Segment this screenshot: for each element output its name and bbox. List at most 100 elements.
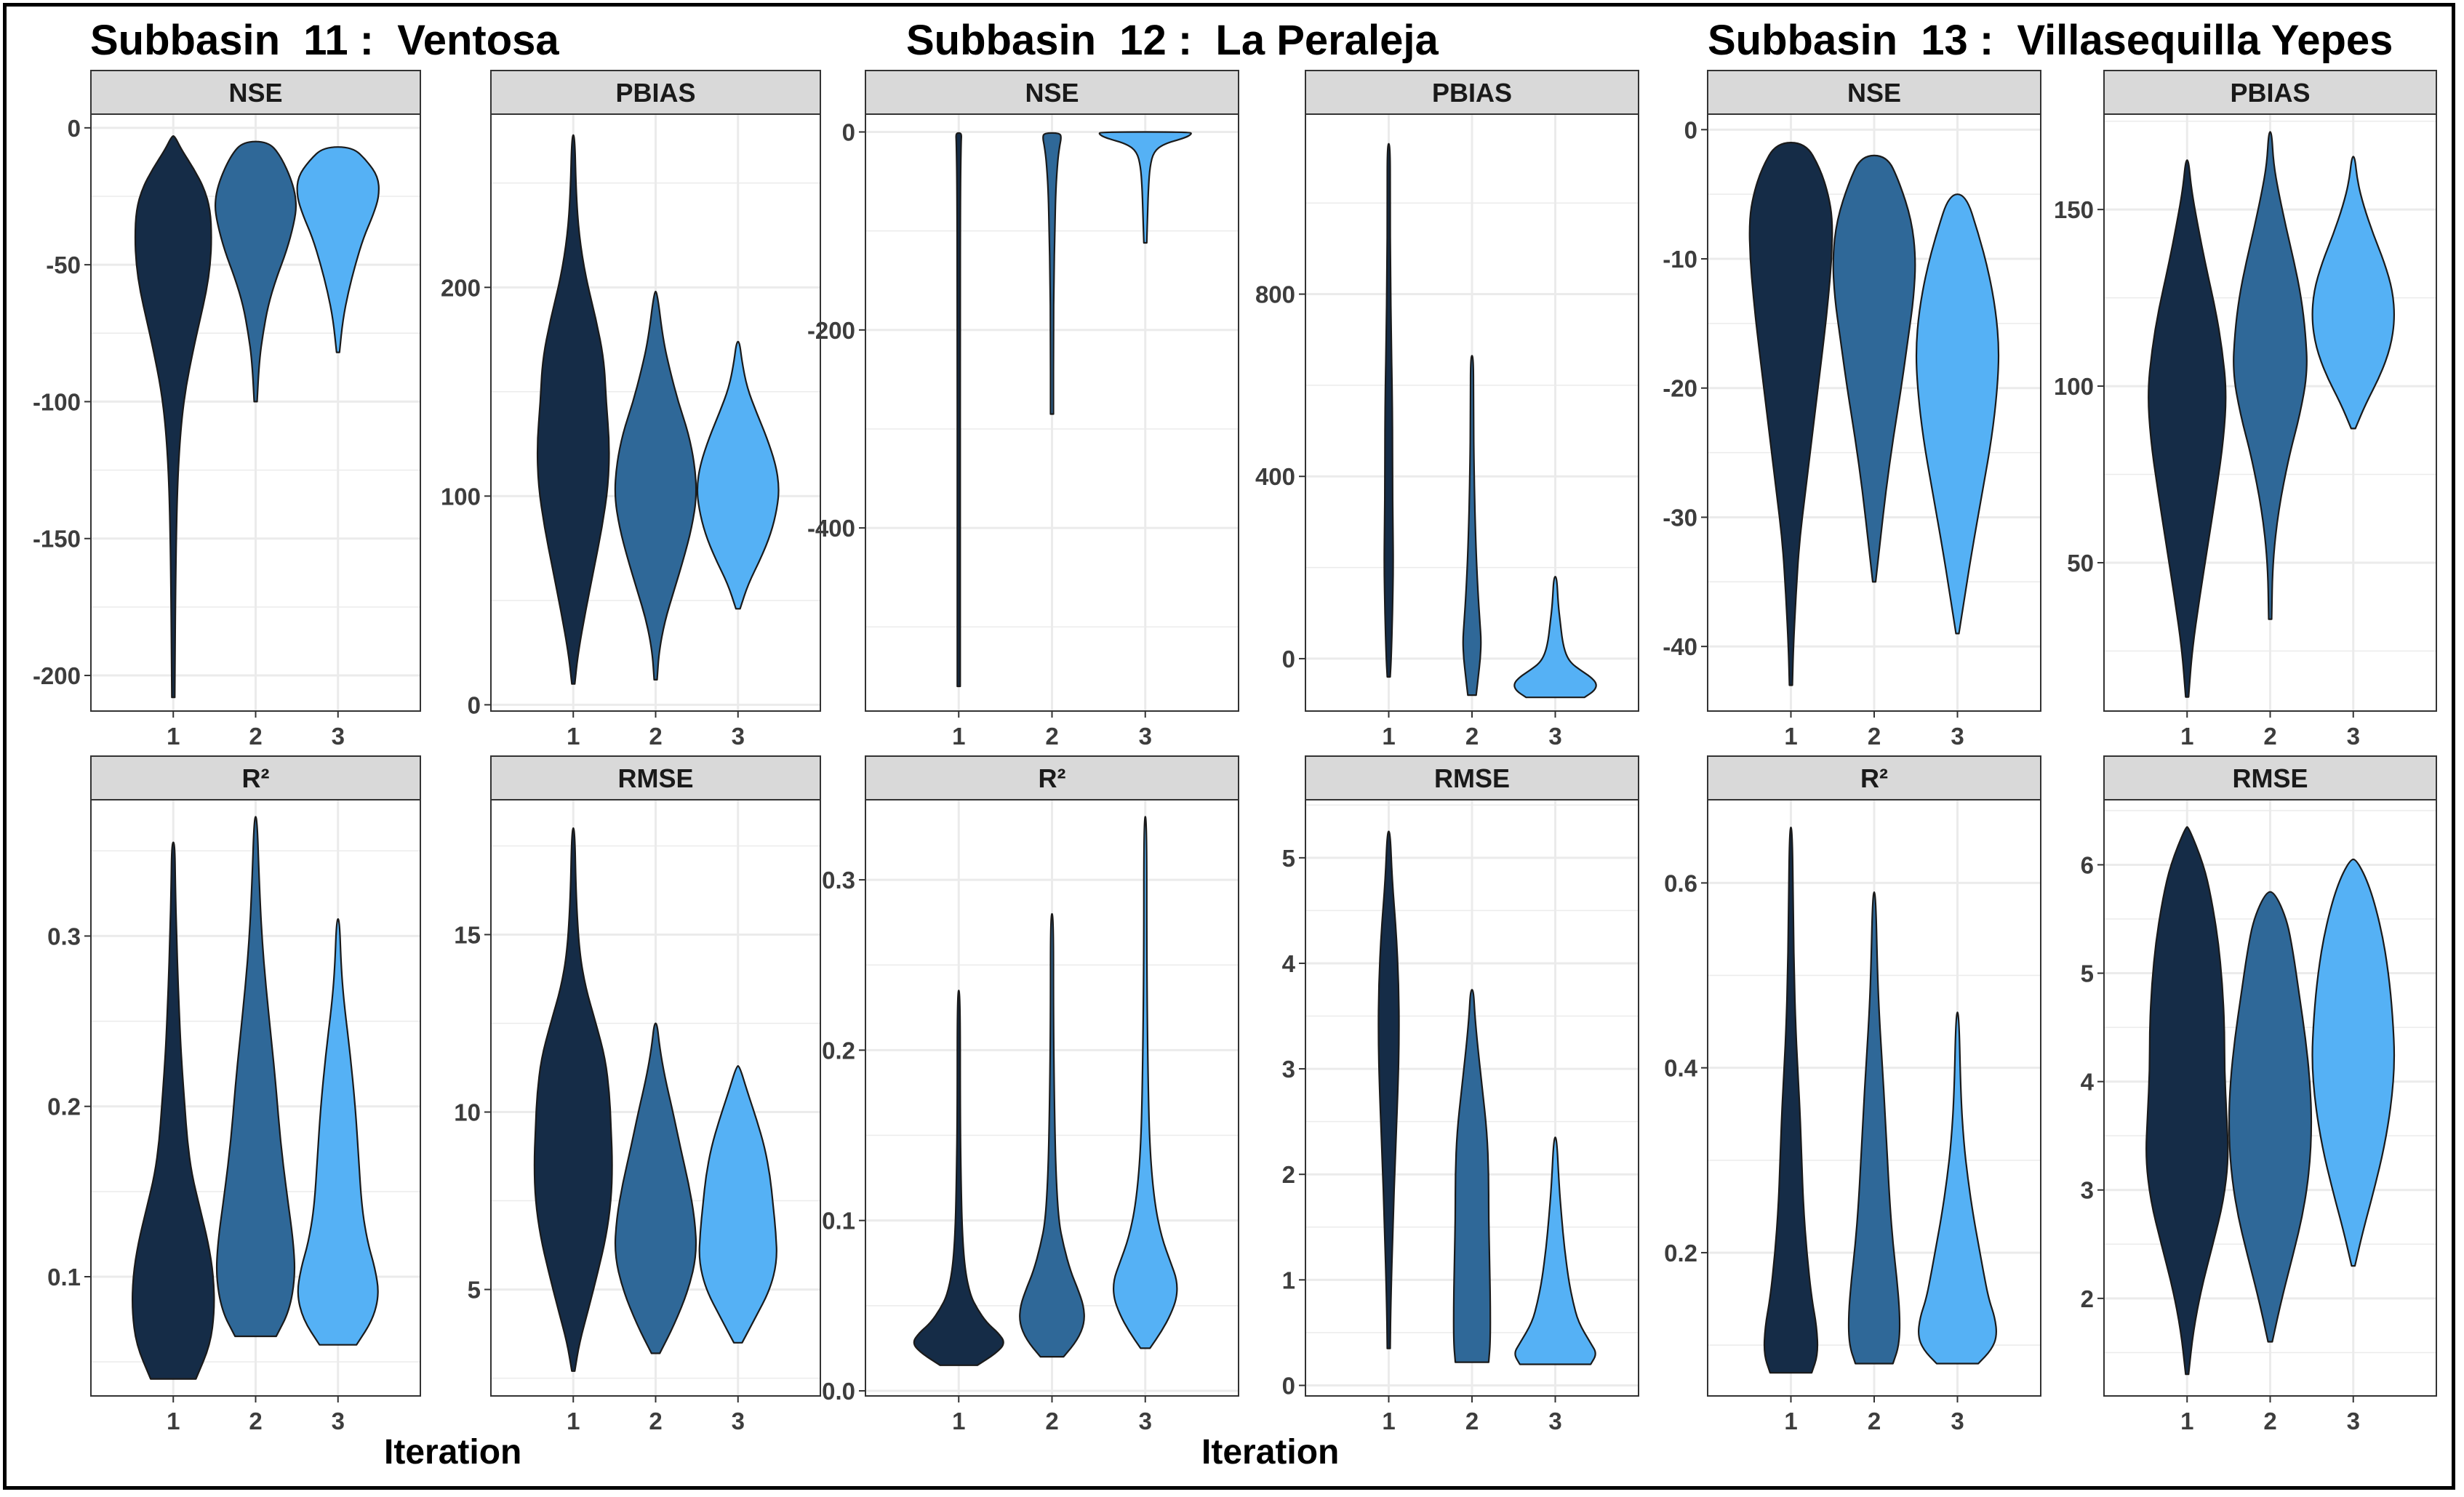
y-tick-label: 4 [1282, 950, 1296, 977]
subbasin-12-title: Subbasin 12 : La Peraleja [906, 17, 1439, 64]
y-tick-label: -50 [46, 252, 81, 278]
x-tick-label: 1 [167, 1408, 180, 1434]
x-tick-label: 3 [732, 723, 745, 750]
x-tick-label: 2 [249, 1408, 262, 1434]
violin-iteration-3 [698, 1065, 777, 1344]
subbasin-11-title: Subbasin 11 : Ventosa [90, 17, 559, 64]
y-tick-label: 0.2 [1664, 1240, 1697, 1267]
y-tick-label: -400 [807, 515, 855, 542]
violin-iteration-3 [297, 918, 379, 1346]
x-tick-label: 1 [1784, 723, 1797, 750]
y-tick-label: -10 [1663, 246, 1697, 273]
subbasin-13-title: Subbasin 13 : Villasequilla Yepes [1708, 17, 2393, 64]
y-tick-label: 3 [2081, 1177, 2094, 1204]
x-axis-label-subbasin-12: Iteration [1201, 1433, 1340, 1472]
x-tick-label: 2 [1465, 723, 1479, 750]
y-tick-label: 2 [1282, 1161, 1295, 1188]
panel-strip [865, 70, 1239, 115]
x-tick-label: 2 [1045, 723, 1058, 750]
violin-iteration-1 [1748, 142, 1833, 686]
y-tick-label: 6 [2081, 851, 2094, 878]
violin-iteration-1 [536, 134, 610, 685]
figure-frame [3, 3, 2455, 1490]
panel-strip-label: R² [242, 763, 270, 793]
panel-strip-label: RMSE [2232, 763, 2308, 793]
x-tick-label: 3 [732, 1408, 745, 1434]
x-tick-label: 1 [952, 1408, 965, 1434]
panel-strip [2103, 70, 2437, 115]
y-tick-label: 100 [441, 483, 481, 510]
y-tick-label: 0 [468, 691, 481, 718]
y-tick-label: -150 [33, 526, 81, 553]
y-tick-label: 0.2 [822, 1037, 855, 1064]
y-tick-label: 0.6 [1664, 870, 1697, 896]
y-tick-label: 0 [1282, 1372, 1295, 1399]
x-tick-label: 3 [2347, 723, 2360, 750]
violin-iteration-2 [1832, 154, 1916, 583]
y-tick-label: -100 [33, 388, 81, 415]
violin-iteration-1 [955, 132, 962, 688]
panel-11: R² 0.2 0.4 0.6 1 2 3 [1664, 755, 2041, 1434]
x-tick-label: 3 [1548, 1408, 1561, 1434]
panel-strip [1305, 755, 1639, 800]
panel-strip [90, 755, 421, 800]
violin-iteration-3 [1915, 193, 2000, 635]
y-tick-label: -40 [1663, 633, 1697, 660]
violin-iteration-3 [1113, 816, 1178, 1349]
violin-iteration-3 [1098, 131, 1192, 244]
x-tick-label: 2 [1868, 1408, 1881, 1434]
y-tick-label: 0.4 [1664, 1055, 1698, 1082]
x-tick-label: 1 [1382, 723, 1395, 750]
y-tick-label: 4 [2081, 1069, 2095, 1096]
x-tick-label: 3 [1139, 723, 1152, 750]
panel-strip [1707, 755, 2041, 800]
violin-iteration-2 [1462, 355, 1482, 697]
panel-strip-label: RMSE [1434, 763, 1510, 793]
x-tick-label: 3 [1548, 723, 1561, 750]
panel-strip [490, 70, 821, 115]
x-tick-label: 1 [567, 723, 580, 750]
x-tick-label: 1 [1784, 1408, 1797, 1434]
y-tick-label: -20 [1663, 375, 1697, 402]
y-tick-label: -200 [33, 662, 81, 689]
panel-strip [490, 755, 821, 800]
violin-iteration-1 [913, 990, 1004, 1366]
violin-iteration-2 [2233, 131, 2308, 620]
x-tick-label: 3 [1951, 723, 1964, 750]
panel-7: R² 0.0 0.1 0.2 0.3 1 2 3 [822, 755, 1239, 1434]
violin-iteration-3 [1513, 576, 1597, 699]
x-tick-label: 2 [649, 1408, 662, 1434]
violin-iteration-1 [132, 841, 215, 1380]
panel-strip-label: R² [1039, 763, 1066, 793]
x-tick-label: 1 [2180, 1408, 2193, 1434]
panel-strip-label: PBIAS [1432, 78, 1512, 108]
y-tick-label: 0 [68, 115, 81, 142]
y-tick-label: 0.0 [822, 1378, 855, 1405]
violin-iteration-2 [1042, 132, 1062, 415]
y-tick-label: 2 [2081, 1285, 2094, 1312]
y-tick-label: 0 [1282, 646, 1295, 673]
panel-strip-label: PBIAS [615, 78, 695, 108]
violin-iteration-2 [614, 290, 697, 681]
violin-iteration-1 [2145, 826, 2229, 1376]
panel-9: NSE 0 -10 -20 -30 -40 1 2 3 [1663, 70, 2041, 750]
violin-iteration-1 [1383, 143, 1394, 678]
x-tick-label: 2 [249, 723, 262, 750]
y-tick-label: -200 [807, 317, 855, 344]
y-tick-label: 200 [441, 274, 481, 301]
panel-strip-label: RMSE [617, 763, 693, 793]
y-tick-label: 0.1 [822, 1208, 855, 1235]
x-tick-label: 2 [2263, 1408, 2276, 1434]
panel-strip [1305, 70, 1639, 115]
y-tick-label: 150 [2054, 196, 2094, 223]
x-tick-label: 2 [649, 723, 662, 750]
panel-strip [2103, 755, 2437, 800]
x-tick-label: 2 [2263, 723, 2276, 750]
panel-strip-label: NSE [1025, 78, 1079, 108]
violin-iteration-2 [1452, 989, 1492, 1363]
panel-strip [1707, 70, 2041, 115]
panel-3: R² 0.1 0.2 0.3 1 2 3 [47, 755, 421, 1434]
panel-1: NSE 0 -50 -100 -150 -200 1 2 3 [33, 70, 421, 750]
y-tick-label: 5 [1282, 845, 1295, 872]
